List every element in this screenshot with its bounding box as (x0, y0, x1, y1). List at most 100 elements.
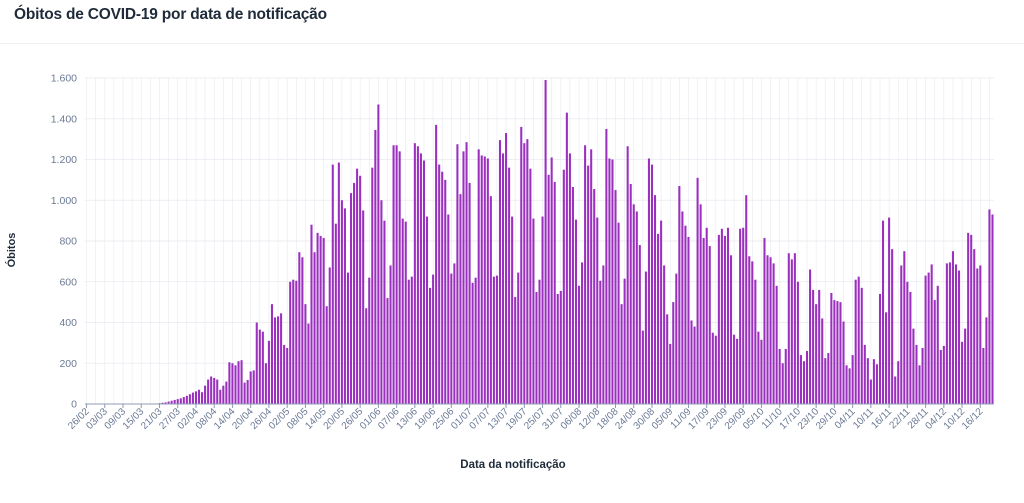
bar (538, 279, 541, 404)
bar (343, 208, 346, 404)
bar (389, 265, 392, 404)
bar (818, 289, 821, 404)
bar (830, 292, 833, 404)
bar (927, 272, 930, 404)
bar (991, 214, 994, 404)
bar (395, 145, 398, 405)
bar (365, 308, 368, 404)
bar (368, 277, 371, 404)
bar (401, 218, 404, 404)
bar (577, 285, 581, 404)
bar (936, 285, 939, 404)
bar (483, 156, 486, 404)
bar (875, 364, 878, 404)
bar (684, 225, 687, 404)
bar (781, 363, 784, 404)
bar (228, 362, 231, 404)
bar (295, 280, 298, 404)
bar (182, 397, 185, 404)
bar (596, 217, 599, 404)
bar (720, 228, 723, 404)
y-tick-label: 0 (71, 399, 77, 411)
bar (450, 273, 453, 404)
bar (708, 246, 711, 404)
bar (191, 392, 194, 404)
bar (945, 263, 948, 404)
bar (462, 151, 465, 404)
bar (429, 287, 432, 404)
bar (842, 321, 845, 404)
bar (286, 347, 289, 404)
bar (663, 265, 666, 404)
bar (939, 350, 942, 404)
bar (836, 301, 839, 404)
bar (772, 263, 775, 404)
bar (471, 282, 474, 404)
bar (565, 112, 568, 404)
bar (888, 217, 891, 404)
bar (933, 300, 936, 404)
bar (620, 304, 623, 404)
bar (298, 252, 301, 404)
bar (331, 164, 334, 404)
bar (304, 304, 307, 404)
bar (435, 124, 438, 405)
bar (313, 252, 316, 404)
bar (860, 287, 863, 404)
bar (407, 279, 410, 404)
bar (432, 274, 435, 404)
bar (252, 370, 255, 404)
bar (693, 326, 696, 404)
y-tick-label: 1.200 (51, 154, 77, 166)
bar (547, 174, 550, 404)
bar (751, 261, 754, 405)
bar (316, 232, 319, 404)
bar (851, 355, 854, 404)
y-axis-label: Óbitos (5, 233, 18, 268)
bar (854, 279, 857, 404)
bar (523, 143, 526, 404)
bar (535, 291, 538, 404)
bar (544, 80, 547, 404)
bar (641, 330, 644, 404)
bar (422, 160, 426, 404)
bar (243, 382, 246, 404)
bar (179, 398, 182, 404)
bar (441, 171, 444, 404)
bar (280, 313, 283, 404)
bar (812, 289, 815, 404)
bar (657, 233, 660, 404)
bar (629, 183, 632, 404)
bar (611, 159, 614, 404)
bar (371, 167, 374, 404)
y-tick-label: 1.000 (51, 195, 77, 207)
bar (918, 365, 921, 404)
bar (711, 332, 714, 404)
bar (337, 162, 340, 404)
bar (806, 351, 809, 404)
bar (909, 291, 912, 404)
bar (778, 348, 781, 404)
bar (878, 293, 882, 404)
bar (328, 267, 331, 404)
bar (170, 400, 173, 404)
bar (310, 224, 313, 404)
bar (653, 195, 657, 404)
bar (635, 211, 638, 404)
bar (793, 253, 796, 404)
bar (872, 359, 875, 404)
bar (599, 280, 602, 404)
bar (608, 158, 611, 404)
bar (225, 381, 228, 404)
bar (717, 234, 720, 404)
bar (581, 262, 584, 404)
bar (194, 391, 197, 404)
bar (201, 392, 204, 404)
bar (277, 316, 280, 404)
bar (857, 276, 860, 404)
bar (976, 268, 979, 404)
bar (559, 290, 562, 404)
bar (532, 218, 535, 404)
bar (246, 379, 249, 404)
bar (574, 219, 578, 404)
